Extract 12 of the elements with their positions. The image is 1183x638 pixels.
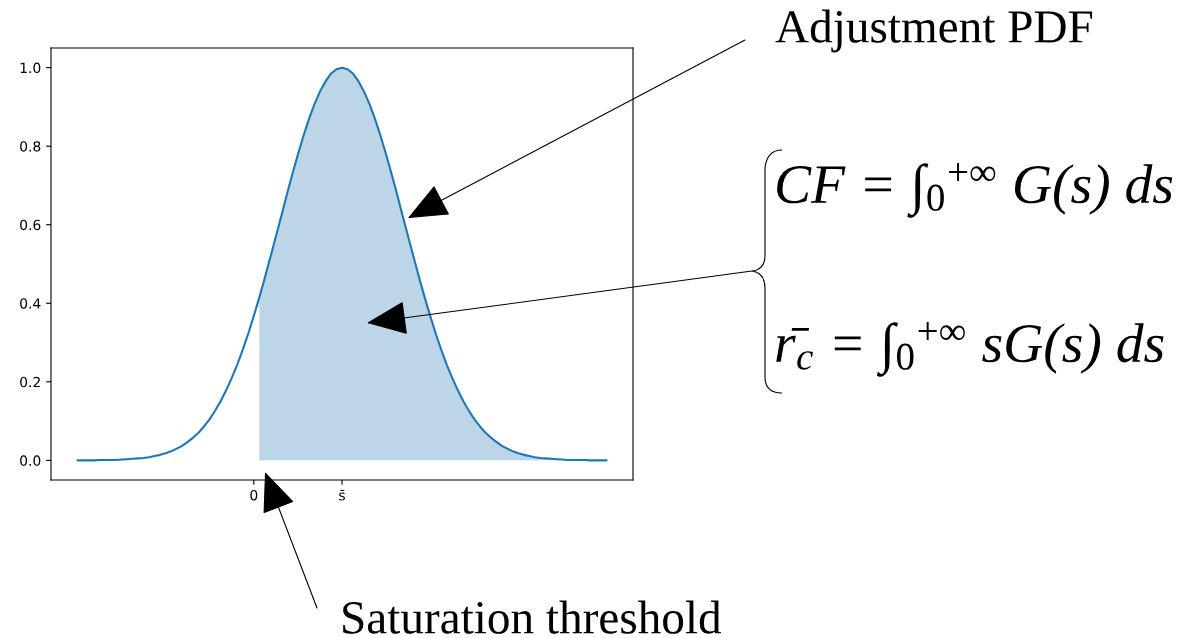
text: CF = ∫$_{0}$$^{+∞}$ G(s) ds r̄$_{c}$ = ∫$_{0}$$^{+∞}$ sG(s) ds [776,163,1173,377]
y-tick-label: 0.0 [20,455,41,466]
x-tick-label: s̄ [339,489,345,501]
x-tick-label: 0 [250,489,258,501]
line-series [76,66,608,462]
text: Adjustment PDF [775,9,1093,53]
y-tick-label: 0.2 [20,376,40,388]
y-tick-label: 1.0 [20,62,41,74]
text: Saturation threshold [343,600,722,634]
y-tick-label: 0.4 [20,298,41,309]
y-tick-label: 0.6 [20,219,41,231]
y-tick-label: 0.8 [20,141,41,152]
